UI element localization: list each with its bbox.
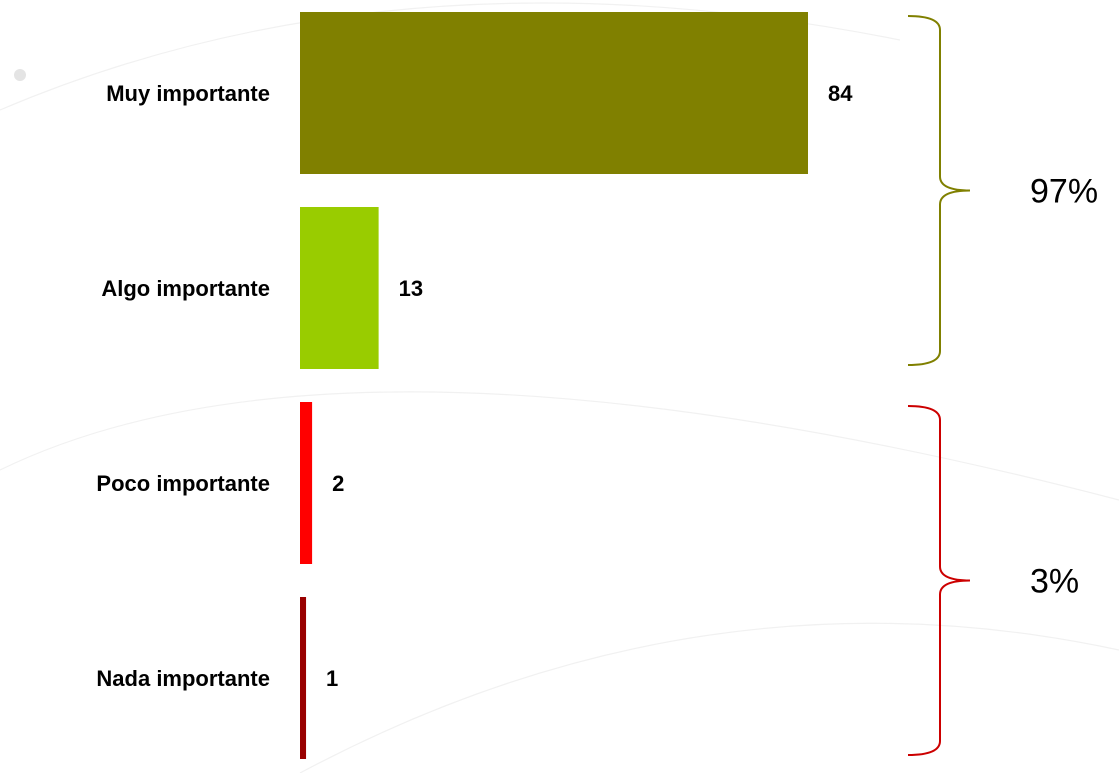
decoration-dot — [14, 69, 26, 81]
group-brackets: 97% 3% — [907, 15, 1098, 756]
bars-group — [300, 12, 808, 759]
value-label-nada-importante: 1 — [326, 666, 338, 691]
category-label-nada-importante: Nada importante — [96, 666, 270, 691]
category-label-poco-importante: Poco importante — [96, 471, 270, 496]
category-label-muy-importante: Muy importante — [106, 81, 270, 106]
group-bracket-1 — [907, 15, 971, 366]
bar-muy-importante — [300, 12, 808, 174]
value-label-poco-importante: 2 — [332, 471, 344, 496]
bar-algo-importante — [300, 207, 379, 369]
group-percent-label-2: 3% — [1030, 563, 1079, 601]
category-labels: Muy importante Algo importante Poco import… — [96, 81, 270, 691]
value-labels: 84 13 2 1 — [326, 81, 853, 691]
bar-poco-importante — [300, 402, 313, 564]
value-label-algo-importante: 13 — [399, 276, 423, 301]
bar-nada-importante — [300, 597, 307, 759]
group-bracket-2 — [907, 405, 971, 756]
value-label-muy-importante: 84 — [828, 81, 853, 106]
category-label-algo-importante: Algo importante — [101, 276, 270, 301]
group-percent-label-1: 97% — [1030, 173, 1098, 211]
